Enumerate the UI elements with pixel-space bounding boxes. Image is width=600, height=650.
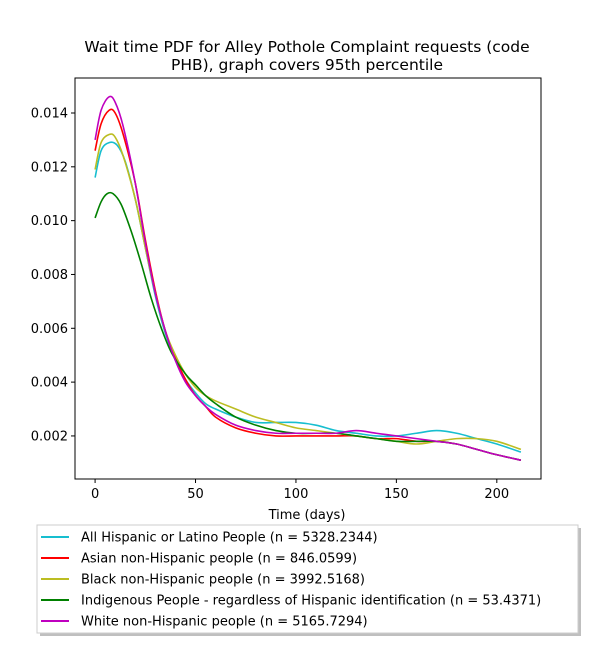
- chart-title: Wait time PDF for Alley Pothole Complain…: [84, 38, 529, 74]
- y-tick-label: 0.014: [31, 106, 68, 121]
- y-tick-label: 0.006: [31, 322, 68, 337]
- legend-label-3: Black non-Hispanic people (n = 3992.5168…: [81, 573, 365, 588]
- y-tick-label: 0.012: [31, 160, 68, 175]
- series-line-1: [94, 141, 522, 453]
- chart-title-line-1: Wait time PDF for Alley Pothole Complain…: [84, 38, 529, 56]
- legend-label-1: All Hispanic or Latino People (n = 5328.…: [81, 531, 378, 546]
- x-tick-label: 0: [91, 487, 99, 502]
- series-line-5: [94, 95, 522, 461]
- series-line-3: [94, 133, 522, 451]
- chart-title-line-2: PHB), graph covers 95th percentile: [171, 56, 443, 74]
- legend: All Hispanic or Latino People (n = 5328.…: [36, 524, 581, 636]
- legend-label-4: Indigenous People - regardless of Hispan…: [81, 594, 541, 609]
- plot-area: 0 50 100 150 200 0.002 0.004 0.006 0.008 0.010 0.0…: [31, 77, 542, 502]
- y-tick-label: 0.008: [31, 268, 68, 283]
- x-tick-label: 200: [484, 487, 509, 502]
- legend-box: [36, 524, 579, 634]
- x-axis-label: Time (days): [268, 508, 346, 523]
- x-tick-label: 100: [284, 487, 309, 502]
- y-tick-label: 0.010: [31, 214, 68, 229]
- x-tick-label: 150: [384, 487, 409, 502]
- x-tick-label: 50: [187, 487, 204, 502]
- plot-frame: [74, 77, 542, 480]
- series-line-4: [94, 191, 522, 461]
- legend-label-2: Asian non-Hispanic people (n = 846.0599): [81, 552, 357, 567]
- series-line-2: [94, 108, 522, 461]
- y-tick-label: 0.002: [31, 429, 68, 444]
- legend-label-5: White non-Hispanic people (n = 5165.7294…: [81, 615, 368, 630]
- y-tick-label: 0.004: [31, 376, 68, 391]
